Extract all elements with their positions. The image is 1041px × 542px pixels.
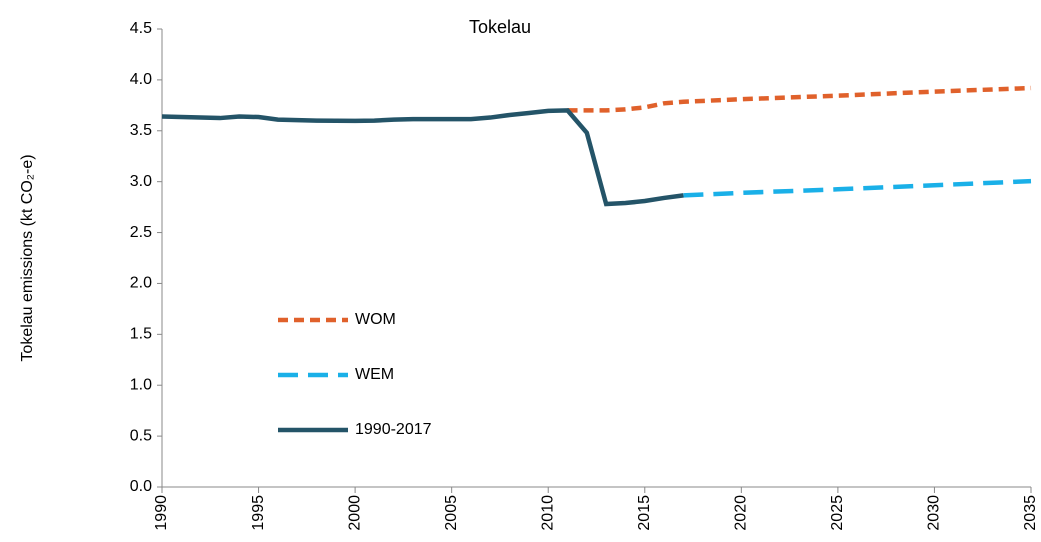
x-tick-label: 2000 bbox=[346, 495, 363, 531]
x-tick-label: 2020 bbox=[733, 495, 750, 531]
y-tick-label: 4.0 bbox=[130, 71, 152, 88]
y-tick-label: 3.5 bbox=[130, 122, 152, 139]
x-tick-label: 2030 bbox=[926, 495, 943, 531]
y-tick-label: 4.5 bbox=[130, 20, 152, 37]
y-axis-label: Tokelau emissions (kt CO₂-e) bbox=[19, 154, 36, 361]
y-tick-label: 3.0 bbox=[130, 173, 152, 190]
legend-label: 1990-2017 bbox=[355, 421, 432, 438]
y-tick-label: 1.0 bbox=[130, 376, 152, 393]
x-tick-label: 1990 bbox=[153, 495, 170, 531]
x-tick-label: 2035 bbox=[1022, 495, 1039, 531]
series-line bbox=[161, 108, 684, 207]
x-tick-label: 1995 bbox=[250, 495, 267, 531]
legend-label: WOM bbox=[355, 311, 396, 328]
y-tick-label: 0.0 bbox=[130, 478, 152, 495]
y-tick-label: 1.5 bbox=[130, 326, 152, 343]
series-line bbox=[567, 85, 1032, 113]
x-tick-label: 2025 bbox=[829, 495, 846, 531]
chart-title: Tokelau bbox=[469, 17, 531, 37]
x-tick-label: 2010 bbox=[539, 495, 556, 531]
series-line bbox=[683, 178, 1032, 198]
y-tick-label: 2.5 bbox=[130, 224, 152, 241]
x-tick-label: 2015 bbox=[636, 495, 653, 531]
y-tick-label: 0.5 bbox=[130, 427, 152, 444]
y-tick-label: 2.0 bbox=[130, 275, 152, 292]
legend-label: WEM bbox=[355, 366, 394, 383]
x-tick-label: 2005 bbox=[443, 495, 460, 531]
